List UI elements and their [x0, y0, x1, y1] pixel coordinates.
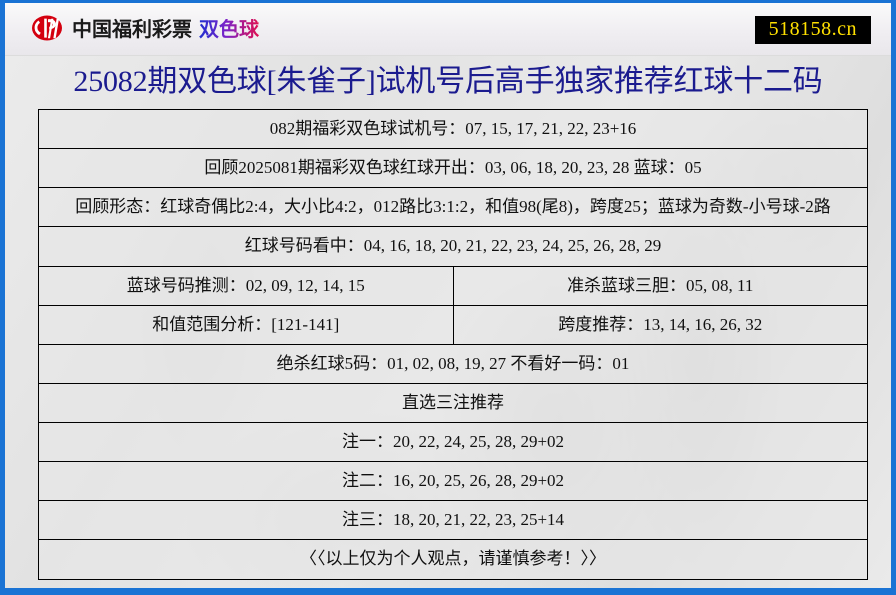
table-row: 注二：16, 20, 25, 26, 28, 29+02 [38, 461, 868, 502]
row-pattern-review: 回顾形态：红球奇偶比2:4，大小比4:2，012路比3:1:2，和值98(尾8)… [38, 187, 868, 228]
table-row: 直选三注推荐 [38, 382, 868, 424]
row-blue-ball-kill: 准杀蓝球三胆：05, 08, 11 [452, 265, 868, 306]
brand-logo[interactable]: 中国福利彩票 双色球 [31, 13, 259, 45]
row-bet-one: 注一：20, 22, 24, 25, 28, 29+02 [38, 421, 868, 463]
row-red-ball-picks: 红球号码看中：04, 16, 18, 20, 21, 22, 23, 24, 2… [38, 226, 868, 267]
table-row: 回顾形态：红球奇偶比2:4，大小比4:2，012路比3:1:2，和值98(尾8)… [38, 187, 868, 228]
site-badge[interactable]: 518158.cn [754, 16, 871, 44]
table-row: 回顾2025081期福彩双色球红球开出：03, 06, 18, 20, 23, … [38, 148, 868, 189]
table-row: 082期福彩双色球试机号：07, 15, 17, 21, 22, 23+16 [38, 108, 868, 150]
table-row: 和值范围分析：[121-141] 跨度推荐：13, 14, 16, 26, 32 [38, 304, 868, 345]
table-row: 注一：20, 22, 24, 25, 28, 29+02 [38, 421, 868, 463]
table-row: 〈〈以上仅为个人观点，请谨慎参考！〉〉 [38, 539, 868, 580]
brand-name-label: 中国福利彩票 [72, 17, 192, 41]
prediction-table: 082期福彩双色球试机号：07, 15, 17, 21, 22, 23+16 回… [38, 108, 868, 580]
row-kill-red-balls: 绝杀红球5码：01, 02, 08, 19, 27 不看好一码：01 [38, 343, 868, 384]
row-blue-ball-forecast: 蓝球号码推测：02, 09, 12, 14, 15 [38, 265, 454, 306]
prediction-table-wrap: 082期福彩双色球试机号：07, 15, 17, 21, 22, 23+16 回… [38, 108, 868, 580]
row-span-recommend: 跨度推荐：13, 14, 16, 26, 32 [452, 304, 868, 345]
table-row: 红球号码看中：04, 16, 18, 20, 21, 22, 23, 24, 2… [38, 226, 868, 267]
row-bet-two: 注二：16, 20, 25, 26, 28, 29+02 [38, 461, 868, 502]
row-previous-draw: 回顾2025081期福彩双色球红球开出：03, 06, 18, 20, 23, … [38, 148, 868, 189]
row-disclaimer: 〈〈以上仅为个人观点，请谨慎参考！〉〉 [38, 539, 868, 580]
brand-product-label: 双色球 [199, 17, 259, 41]
row-trial-number: 082期福彩双色球试机号：07, 15, 17, 21, 22, 23+16 [38, 108, 868, 150]
row-sum-range: 和值范围分析：[121-141] [38, 304, 454, 345]
page-title: 25082期双色球[朱雀子]试机号后高手独家推荐红球十二码 [73, 65, 823, 98]
site-header: 中国福利彩票 双色球 518158.cn [5, 3, 891, 56]
row-bet-three: 注三：18, 20, 21, 22, 23, 25+14 [38, 500, 868, 541]
china-welfare-lottery-emblem-icon [32, 15, 62, 41]
table-row: 注三：18, 20, 21, 22, 23, 25+14 [38, 500, 868, 541]
table-row: 蓝球号码推测：02, 09, 12, 14, 15 准杀蓝球三胆：05, 08,… [38, 265, 868, 306]
table-row: 绝杀红球5码：01, 02, 08, 19, 27 不看好一码：01 [38, 343, 868, 384]
row-direct-pick-header: 直选三注推荐 [38, 382, 868, 424]
